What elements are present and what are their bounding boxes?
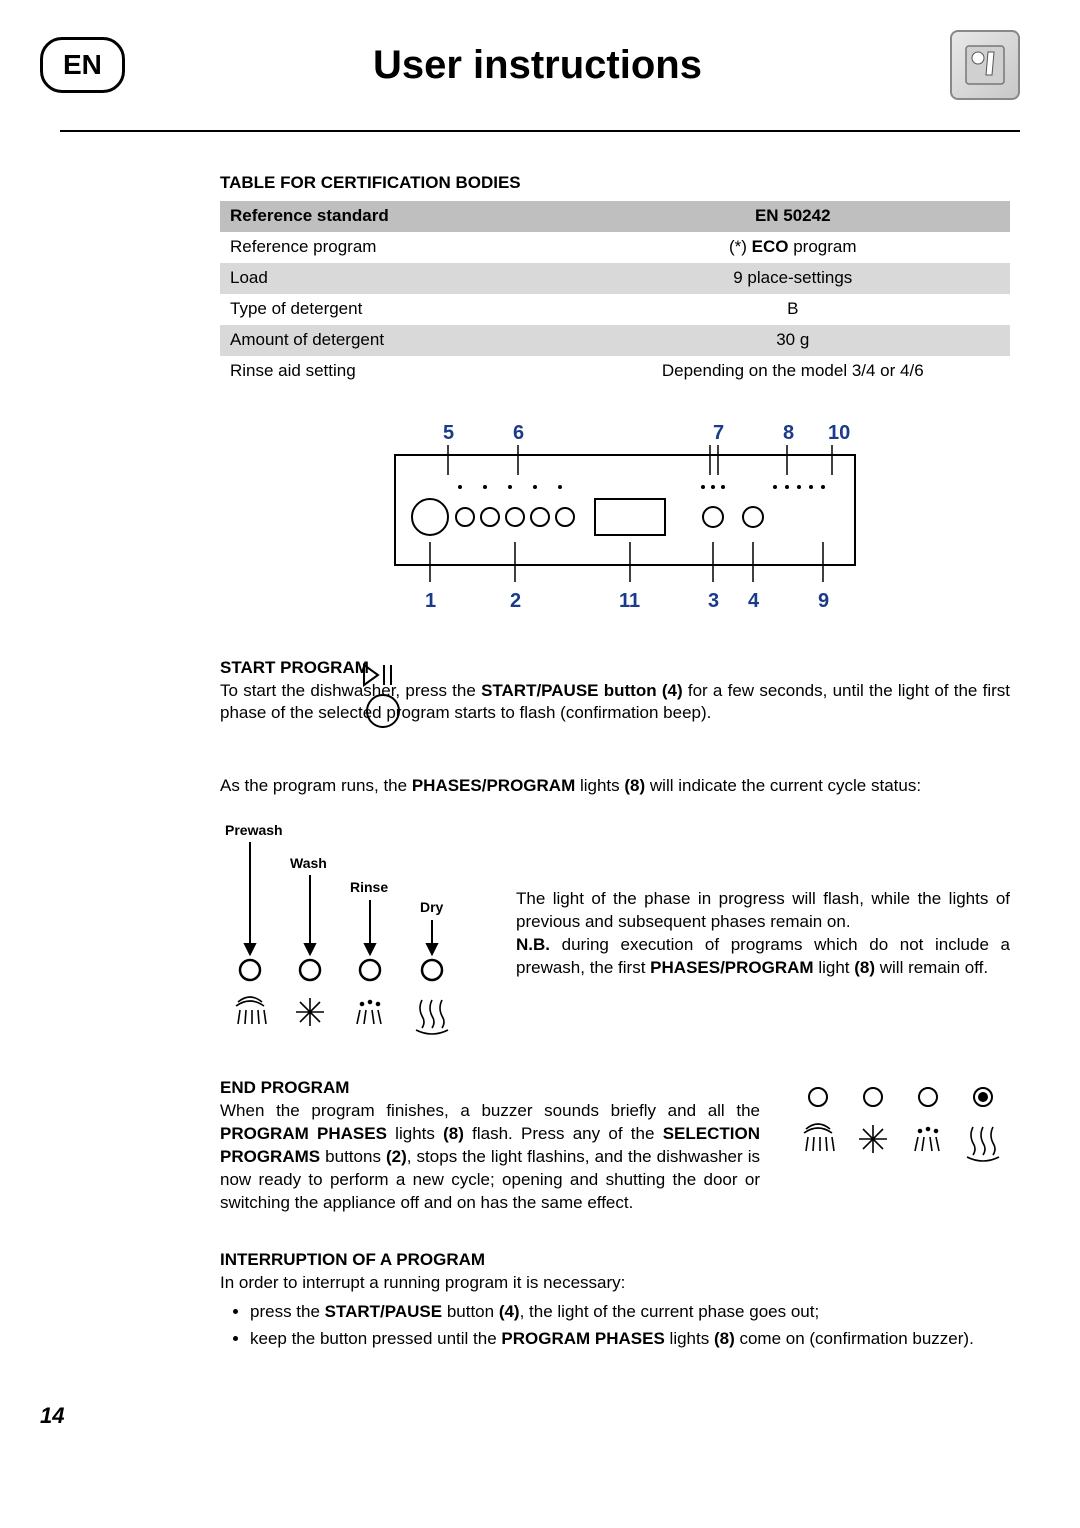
page-header: EN User instructions — [0, 0, 1080, 120]
end-program-text: When the program finishes, a buzzer soun… — [220, 1100, 760, 1215]
list-item: keep the button pressed until the PROGRA… — [250, 1328, 1010, 1351]
start-program-followup: As the program runs, the PHASES/PROGRAM … — [220, 775, 1010, 798]
diagram-label-4: 4 — [748, 590, 760, 612]
table-row: Reference program (*) ECO program — [220, 232, 1010, 263]
page-footer: 14 — [0, 1401, 1080, 1441]
phase-label-rinse: Rinse — [350, 879, 388, 895]
table-row: Rinse aid setting Depending on the model… — [220, 356, 1010, 387]
rinse-icon — [357, 1001, 381, 1025]
phase-label-wash: Wash — [290, 855, 327, 871]
end-program-leds-icon — [790, 1077, 1010, 1167]
cert-col-header-right: EN 50242 — [576, 201, 1011, 232]
page-number: 14 — [40, 1401, 64, 1431]
diagram-label-6: 6 — [513, 422, 524, 444]
list-item: press the START/PAUSE button (4), the li… — [250, 1301, 1010, 1324]
interruption-section: INTERRUPTION OF A PROGRAM In order to in… — [220, 1249, 1010, 1351]
control-panel-diagram: 5 6 7 8 10 — [335, 417, 895, 627]
language-badge: EN — [40, 37, 125, 93]
diagram-label-2: 2 — [510, 590, 521, 612]
diagram-label-3: 3 — [708, 590, 719, 612]
start-program-text: To start the dishwasher, press the START… — [220, 680, 1010, 726]
interruption-bullets: press the START/PAUSE button (4), the li… — [250, 1301, 1010, 1351]
phase-label-dry: Dry — [420, 899, 444, 915]
diagram-label-5: 5 — [443, 422, 454, 444]
dry-icon — [416, 1000, 448, 1034]
phase-indicator-diagram: Prewash Wash Rinse Dry — [220, 820, 1010, 1047]
cert-table-title: TABLE FOR CERTIFICATION BODIES — [220, 172, 1010, 195]
table-row: Load 9 place-settings — [220, 263, 1010, 294]
certification-table: Reference standard EN 50242 Reference pr… — [220, 201, 1010, 387]
dry-icon — [967, 1127, 999, 1161]
phase-side-text: The light of the phase in progress will … — [516, 888, 1010, 980]
start-program-section: START PROGRAM To start the dishwasher, p… — [220, 657, 1010, 1048]
prewash-icon — [236, 997, 266, 1024]
interruption-intro: In order to interrupt a running program … — [220, 1272, 1010, 1295]
diagram-label-10: 10 — [828, 422, 850, 444]
phase-label-prewash: Prewash — [225, 822, 283, 838]
start-program-heading: START PROGRAM — [220, 657, 1010, 680]
diagram-label-8: 8 — [783, 422, 794, 444]
start-pause-margin-icon — [360, 661, 406, 738]
header-divider — [60, 130, 1020, 132]
table-row: Type of detergent B — [220, 294, 1010, 325]
table-row: Amount of detergent 30 g — [220, 325, 1010, 356]
wash-icon — [296, 998, 324, 1026]
diagram-label-1: 1 — [425, 590, 436, 612]
diagram-label-7: 7 — [713, 422, 724, 444]
end-program-heading: END PROGRAM — [220, 1077, 760, 1100]
wash-icon — [859, 1125, 887, 1153]
interruption-heading: INTERRUPTION OF A PROGRAM — [220, 1249, 1010, 1272]
prewash-icon — [804, 1124, 834, 1151]
appliance-category-icon — [950, 30, 1020, 100]
end-program-section: END PROGRAM When the program finishes, a… — [220, 1077, 1010, 1215]
cert-col-header-left: Reference standard — [220, 201, 576, 232]
rinse-icon — [915, 1128, 939, 1152]
diagram-label-11: 11 — [619, 590, 640, 612]
page-title: User instructions — [125, 38, 950, 92]
diagram-label-9: 9 — [818, 590, 829, 612]
